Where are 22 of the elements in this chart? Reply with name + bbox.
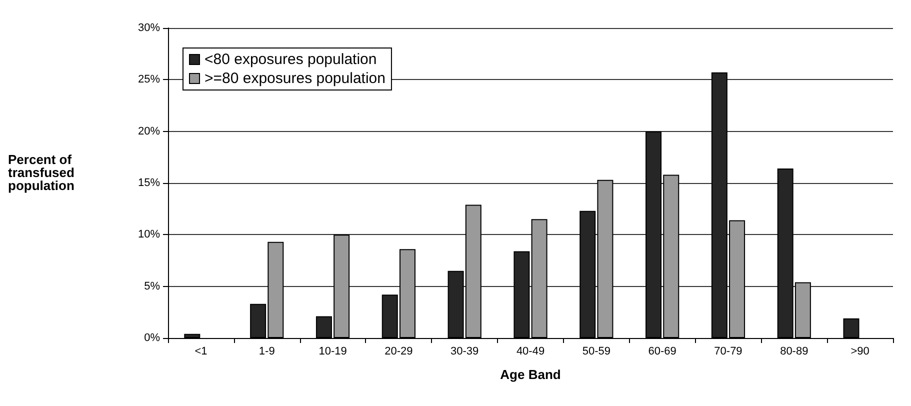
y-tick-label: 5% [144, 280, 160, 292]
x-tick-label: 60-69 [648, 346, 676, 358]
x-tick-label: 30-39 [450, 346, 479, 358]
y-tick-label: 25% [138, 74, 160, 86]
x-tick-label: >90 [850, 346, 870, 358]
legend-label: >=80 exposures population [204, 70, 386, 87]
x-tick-label: 10-19 [318, 346, 347, 358]
y-tick-label: 30% [138, 22, 160, 34]
x-tick-label: <1 [194, 346, 208, 358]
y-tick-label: 15% [138, 177, 160, 189]
x-tick-label: 80-89 [780, 346, 808, 358]
x-tick-label: 70-79 [714, 346, 742, 358]
legend-label: <80 exposures population [204, 51, 377, 68]
y-tick-label: 20% [138, 125, 160, 138]
x-tick-label: 40-49 [516, 346, 545, 358]
y-tick-label: 0% [144, 332, 160, 344]
x-tick-label: 50-59 [582, 346, 610, 358]
y-tick-label: 10% [138, 228, 160, 241]
x-tick-label: 20-29 [384, 346, 413, 358]
x-axis-title: Age Band [500, 367, 561, 382]
y-axis-title: Percent of transfused population [8, 152, 75, 193]
x-tick-label: 1-9 [258, 346, 275, 358]
